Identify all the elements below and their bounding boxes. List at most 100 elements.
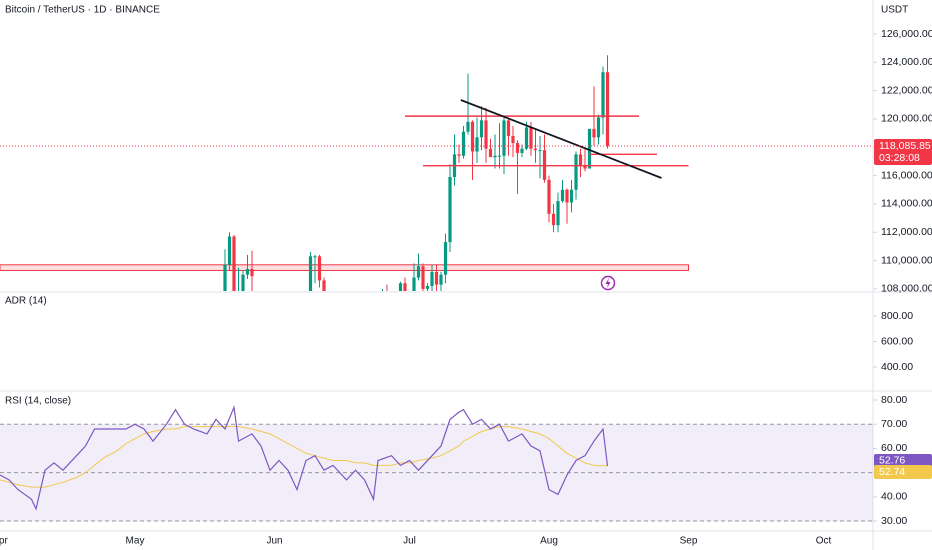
candle-body: [475, 137, 479, 152]
candle-body: [403, 283, 407, 291]
candle-body: [578, 154, 583, 166]
candle-body: [313, 256, 317, 258]
candle-body: [416, 266, 421, 278]
candle-body: [529, 127, 533, 149]
candle-body: [551, 213, 556, 226]
candle-body: [515, 143, 520, 153]
price-tag: [874, 453, 932, 468]
y-tick-label: 30.00: [881, 515, 907, 527]
candle-body: [596, 117, 601, 138]
price-tag-label: 52.74: [879, 466, 905, 478]
symbol-title[interactable]: Bitcoin / TetherUS · 1D · BINANCE: [5, 5, 160, 16]
currency[interactable]: USDT: [881, 5, 908, 16]
candle-body: [493, 155, 497, 158]
candle-body: [461, 131, 466, 156]
candle-body: [569, 189, 574, 203]
candle-body: [542, 150, 547, 180]
y-tick-label: 800.00: [881, 310, 913, 322]
candle-body: [484, 120, 488, 149]
x-tick-label: May: [126, 536, 145, 547]
candle-body: [466, 121, 470, 132]
price-tag: [874, 464, 932, 479]
candle-body: [601, 72, 605, 118]
candle-body: [497, 155, 502, 157]
candle-body: [250, 269, 254, 277]
y-tick-label: 116,000.00: [881, 169, 932, 181]
price-pane: [0, 55, 873, 291]
candle-body: [565, 189, 569, 203]
candle-body: [524, 127, 529, 149]
candle-body: [439, 274, 443, 285]
candle-body: [560, 189, 565, 202]
candle-body: [443, 242, 448, 275]
candle-body: [511, 135, 515, 144]
candle-body: [430, 271, 434, 287]
time-axis: Apr May Jun Jul Aug Sep Oct: [0, 536, 831, 547]
candle-body: [434, 271, 439, 285]
x-tick-label: Oct: [816, 536, 832, 547]
candle-body: [412, 277, 416, 291]
candle-body: [502, 120, 506, 156]
indicator-title[interactable]: RSI (14, close): [5, 396, 71, 407]
price-tag-label: 52.76: [879, 455, 905, 467]
trend-line: [460, 99, 662, 179]
candle-body: [308, 256, 313, 291]
x-tick-label: Sep: [680, 536, 698, 547]
candle-body: [448, 177, 452, 243]
x-tick-label: Jun: [266, 536, 282, 547]
candle-body: [520, 148, 524, 153]
candle-body: [223, 264, 227, 291]
candle-body: [533, 148, 538, 151]
candle-body: [425, 286, 430, 289]
x-tick-label: Aug: [540, 536, 558, 547]
candle-body: [592, 128, 596, 138]
candle-body: [574, 154, 578, 190]
candle-body: [479, 120, 484, 138]
candle-body: [538, 150, 542, 152]
candle-body: [322, 280, 326, 291]
indicator-line: [0, 426, 608, 488]
y-tick-label: 108,000.00: [881, 283, 932, 295]
price-scales: 108,000.00 110,000.00 112,000.00 114,000.00…: [873, 28, 932, 527]
alert-icon[interactable]: [600, 275, 616, 291]
candle-body: [457, 154, 461, 156]
x-tick-label: Apr: [0, 536, 8, 547]
candle-body: [556, 201, 560, 226]
rsi-pane: [0, 405, 873, 522]
candle-body: [232, 236, 236, 291]
candle-body: [587, 128, 592, 169]
y-tick-label: 122,000.00: [881, 84, 932, 96]
candle-body: [470, 121, 475, 152]
candle-body: [421, 266, 425, 289]
y-tick-label: 112,000.00: [881, 226, 932, 238]
y-tick-label: 600.00: [881, 335, 913, 347]
y-tick-label: 400.00: [881, 361, 913, 373]
y-tick-label: 70.00: [881, 418, 907, 430]
countdown: 03:28:08: [879, 152, 920, 164]
candle-body: [241, 274, 245, 291]
candle-body: [398, 283, 403, 291]
x-tick-label: Jul: [403, 536, 416, 547]
indicator-title[interactable]: ADR (14): [5, 296, 47, 307]
y-tick-label: 120,000.00: [881, 113, 932, 125]
y-tick-label: 126,000.00: [881, 28, 932, 40]
price-tag: [874, 139, 932, 166]
indicator-line: [0, 405, 609, 511]
y-tick-label: 114,000.00: [881, 198, 932, 210]
candle-body: [506, 120, 511, 136]
candle-body: [227, 236, 232, 265]
candle-body: [488, 148, 493, 158]
candle-body: [547, 179, 551, 214]
candle-body: [605, 72, 610, 147]
candle-body: [583, 165, 587, 169]
y-tick-label: 124,000.00: [881, 56, 932, 68]
zone: [0, 264, 689, 271]
y-tick-label: 40.00: [881, 491, 907, 503]
y-tick-label: 110,000.00: [881, 254, 932, 266]
candle-body: [317, 256, 322, 281]
y-tick-label: 80.00: [881, 394, 907, 406]
candle-body: [245, 269, 250, 275]
y-tick-label: 60.00: [881, 442, 907, 454]
